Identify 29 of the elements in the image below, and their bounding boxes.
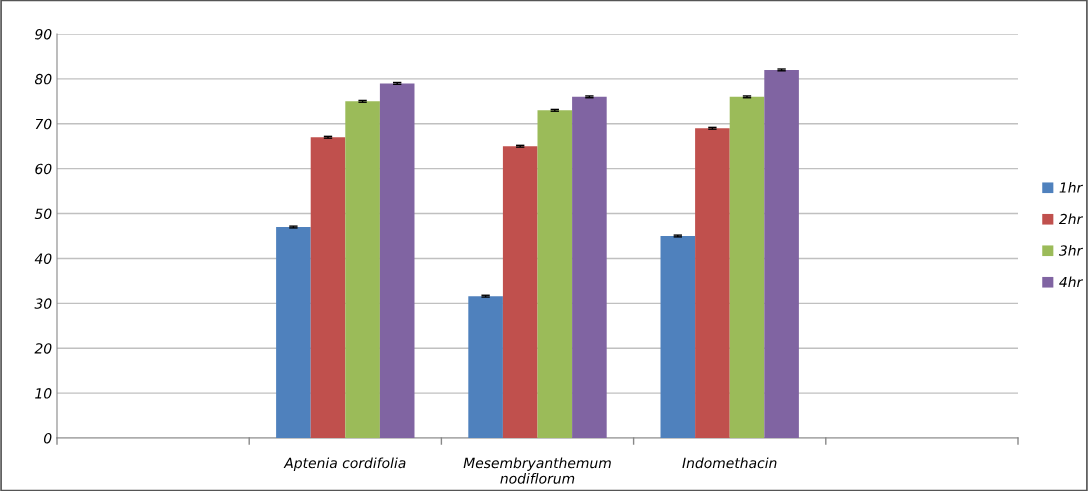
- bar: [695, 128, 730, 438]
- bar: [729, 96, 765, 438]
- bar: [660, 236, 696, 438]
- x-tick-label: Aptenia cordifolia: [283, 457, 406, 471]
- bar: [764, 69, 799, 438]
- y-tick-label: 50: [34, 208, 52, 220]
- y-tick-label: 30: [34, 298, 52, 309]
- x-tick-label: Indomethacin: [682, 457, 777, 469]
- y-tick-label: 70: [35, 118, 52, 130]
- y-tick-label: 40: [34, 253, 52, 264]
- bar: [502, 146, 538, 438]
- bar: [310, 137, 346, 438]
- bar: [537, 110, 573, 438]
- legend-label: 4hr: [1059, 276, 1083, 288]
- y-tick-label: 60: [35, 163, 52, 175]
- y-tick-label: 0: [43, 432, 52, 444]
- legend-label: 3hr: [1058, 245, 1083, 256]
- y-tick-label: 80: [34, 73, 52, 85]
- legend-label: 1hr: [1059, 182, 1083, 193]
- legend-label: 2hr: [1058, 213, 1083, 225]
- bar: [468, 296, 503, 438]
- y-tick-label: 90: [35, 28, 52, 40]
- bar: [572, 96, 607, 438]
- bar: [345, 101, 380, 438]
- x-tick-label: Mesembryanthemum nodiflorum: [463, 457, 611, 484]
- bar: [276, 227, 311, 438]
- y-tick-label: 10: [35, 388, 52, 399]
- y-tick-label: 20: [34, 343, 52, 354]
- bar: [379, 83, 415, 438]
